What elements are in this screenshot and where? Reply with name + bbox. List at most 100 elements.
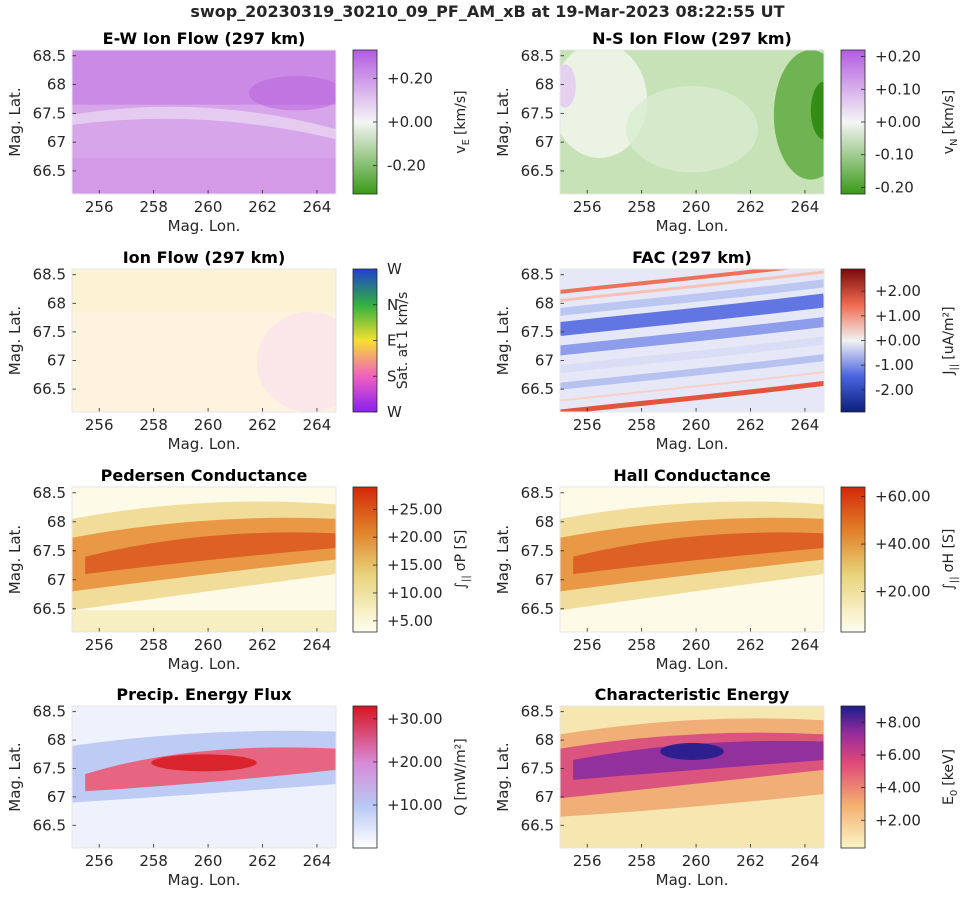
colorbar-tick-label: +10.00 — [387, 796, 443, 814]
colorbar-tick-label: +6.00 — [875, 746, 921, 764]
x-tick-label: 260 — [682, 852, 711, 870]
y-tick-label: 67 — [535, 352, 554, 370]
y-tick-label: 66.5 — [33, 162, 66, 180]
y-tick-label: 67 — [47, 788, 66, 806]
axes-frame — [71, 705, 337, 849]
y-tick-label: 68 — [47, 513, 66, 531]
x-tick-label: 260 — [194, 852, 223, 870]
panel-title: Hall Conductance — [613, 466, 771, 485]
y-tick-label: 67 — [47, 133, 66, 151]
heatmap-2 — [560, 50, 824, 194]
x-axis-label: Mag. Lon. — [656, 871, 729, 889]
colorbar-label: vE[km/s] — [453, 90, 472, 153]
colorbar-tick-label: +15.00 — [387, 556, 443, 574]
y-tick-label: 68 — [535, 513, 554, 531]
colorbar — [840, 486, 866, 633]
x-tick-label: 262 — [736, 852, 765, 870]
x-tick-label: 264 — [303, 416, 332, 434]
colorbar-tick-label: -1.00 — [875, 356, 914, 374]
colorbar-tick-label: +25.00 — [387, 500, 443, 518]
y-axis-label: Mag. Lat. — [494, 87, 512, 156]
colorbar-label: vN[km/s] — [941, 90, 960, 154]
y-tick-label: 67 — [47, 352, 66, 370]
colorbar-tick-label: +0.10 — [875, 80, 921, 98]
y-tick-label: 67.5 — [521, 542, 554, 560]
axes-frame — [559, 486, 825, 633]
x-tick-label: 256 — [573, 416, 602, 434]
x-tick-label: 260 — [194, 198, 223, 216]
panel-8: Characteristic Energy 256 258 260 262 264 66.5… — [494, 685, 960, 889]
panel-title: Ion Flow (297 km) — [123, 248, 286, 267]
x-tick-label: 258 — [139, 198, 168, 216]
y-tick-label: 67 — [47, 571, 66, 589]
y-tick-label: 68 — [47, 76, 66, 94]
colorbar-tick-label: +40.00 — [875, 535, 931, 553]
x-tick-label: 262 — [248, 852, 277, 870]
x-tick-label: 256 — [573, 636, 602, 654]
colorbar-tick-label: +0.00 — [875, 113, 921, 131]
x-tick-label: 256 — [573, 852, 602, 870]
panel-7: Precip. Energy Flux 256 258 260 262 264 66.5 67… — [6, 685, 469, 889]
x-tick-label: 264 — [303, 198, 332, 216]
x-tick-label: 258 — [139, 416, 168, 434]
y-tick-label: 67.5 — [33, 542, 66, 560]
colorbar-tick-label: +1.00 — [875, 307, 921, 325]
x-axis-label: Mag. Lon. — [168, 435, 241, 453]
axes-frame — [71, 49, 337, 195]
y-tick-label: 67.5 — [521, 104, 554, 122]
x-tick-label: 264 — [303, 636, 332, 654]
y-tick-label: 68 — [535, 731, 554, 749]
colorbar-tick-label: +2.00 — [875, 811, 921, 829]
y-tick-label: 68 — [535, 76, 554, 94]
x-tick-label: 262 — [736, 636, 765, 654]
y-tick-label: 66.5 — [521, 600, 554, 618]
panel-6: Hall Conductance 256 258 260 262 264 66.5 67 67.… — [494, 466, 960, 673]
heatmap-3 — [72, 269, 336, 412]
colorbar-tick-label: W — [387, 403, 402, 421]
y-tick-label: 68.5 — [33, 47, 66, 65]
panel-title: Precip. Energy Flux — [116, 685, 292, 704]
x-tick-label: 258 — [627, 636, 656, 654]
x-tick-label: 260 — [682, 416, 711, 434]
colorbar-label: Sat. at 1 km/s — [395, 292, 411, 390]
y-tick-label: 67.5 — [521, 759, 554, 777]
colorbar-tick-label: +2.00 — [875, 282, 921, 300]
heatmap-8 — [560, 706, 824, 848]
y-tick-label: 68.5 — [33, 484, 66, 502]
panel-2: N-S Ion Flow (297 km) 256 258 260 262 264 66.5… — [494, 29, 960, 235]
y-tick-label: 68.5 — [33, 703, 66, 721]
y-axis-label: Mag. Lat. — [494, 742, 512, 811]
panel-3: Ion Flow (297 km) 256 258 260 262 264 66.5 67 67… — [6, 248, 411, 453]
panel-title: Characteristic Energy — [595, 685, 790, 704]
x-tick-label: 256 — [573, 198, 602, 216]
x-axis-label: Mag. Lon. — [168, 871, 241, 889]
colorbar-tick-label: E — [387, 332, 396, 350]
x-tick-label: 264 — [303, 852, 332, 870]
x-tick-label: 258 — [627, 852, 656, 870]
y-axis-label: Mag. Lat. — [6, 742, 24, 811]
y-tick-label: 67.5 — [33, 104, 66, 122]
colorbar-tick-label: +4.00 — [875, 779, 921, 797]
colorbar-label: ∫||σP [S] — [453, 530, 472, 590]
colorbar-tick-label: +5.00 — [387, 612, 433, 630]
y-axis-label: Mag. Lat. — [6, 525, 24, 594]
heatmap-7 — [72, 706, 336, 848]
y-tick-label: 67 — [535, 133, 554, 151]
y-tick-label: 68.5 — [521, 703, 554, 721]
y-axis-label: Mag. Lat. — [494, 525, 512, 594]
y-tick-label: 67 — [535, 571, 554, 589]
panel-1: E-W Ion Flow (297 km) 256 258 260 262 264 66.5… — [6, 29, 472, 235]
colorbar-tick-label: +0.20 — [875, 48, 921, 66]
x-axis-label: Mag. Lon. — [168, 655, 241, 673]
x-tick-label: 260 — [194, 636, 223, 654]
axes-frame — [559, 268, 825, 413]
x-tick-label: 256 — [85, 852, 114, 870]
x-tick-label: 260 — [682, 198, 711, 216]
colorbar — [352, 486, 378, 633]
x-tick-label: 260 — [194, 416, 223, 434]
y-tick-label: 68.5 — [33, 266, 66, 284]
x-tick-label: 256 — [85, 636, 114, 654]
x-tick-label: 262 — [248, 198, 277, 216]
y-tick-label: 67.5 — [33, 323, 66, 341]
